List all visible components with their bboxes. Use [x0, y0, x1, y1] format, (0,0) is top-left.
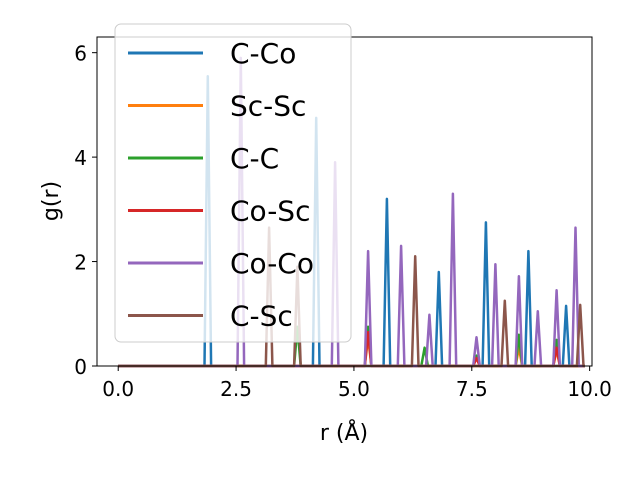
legend-label: Co-Co: [230, 247, 314, 280]
y-tick-label: 4: [74, 146, 87, 170]
x-tick-label: 5.0: [338, 377, 370, 401]
x-tick-label: 10.0: [567, 377, 612, 401]
legend-label: Co-Sc: [230, 195, 310, 228]
legend-item: C-Sc: [128, 300, 293, 333]
y-axis-label: g(r): [39, 181, 64, 221]
legend: C-Co Sc-Sc C-C Co-Sc Co-Co C-Sc: [114, 23, 352, 343]
x-tick-label: 2.5: [220, 377, 252, 401]
legend-label: C-Co: [230, 37, 296, 70]
x-axis: 0.0 2.5 5.0 7.5 10.0: [102, 366, 612, 401]
x-axis-label: r (Å): [320, 419, 368, 446]
y-axis: 0 2 4 6: [74, 42, 97, 379]
x-tick-label: 7.5: [456, 377, 488, 401]
y-tick-label: 2: [74, 251, 87, 275]
legend-item: C-C: [128, 142, 279, 175]
legend-item: Co-Sc: [128, 195, 310, 228]
x-tick-label: 0.0: [102, 377, 134, 401]
legend-label: C-Sc: [230, 300, 293, 333]
legend-label: Sc-Sc: [230, 90, 306, 123]
series-line-co-sc: [118, 330, 585, 368]
legend-box: [114, 23, 352, 343]
y-tick-label: 0: [74, 355, 87, 379]
legend-item: Sc-Sc: [128, 90, 306, 123]
legend-item: Co-Co: [128, 247, 314, 280]
y-tick-label: 6: [74, 42, 87, 66]
legend-item: C-Co: [128, 37, 296, 70]
legend-label: C-C: [230, 142, 279, 175]
